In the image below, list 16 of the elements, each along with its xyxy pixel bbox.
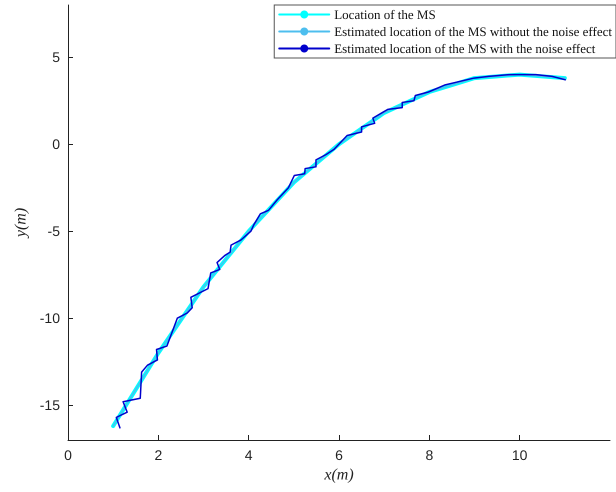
x-tick-label: 4 <box>244 447 253 463</box>
x-tick-label: 10 <box>512 447 528 463</box>
x-axis-title: x(m) <box>323 466 354 484</box>
y-tick-label: 5 <box>52 49 60 66</box>
legend-label: Estimated location of the MS with the noise effect <box>334 41 596 56</box>
legend-label: Location of the MS <box>334 7 436 22</box>
y-tick-label: 0 <box>52 136 60 152</box>
y-tick-label: -5 <box>48 223 60 240</box>
y-tick-label: -15 <box>40 397 60 414</box>
x-tick-label: 8 <box>425 447 434 463</box>
y-tick-label: -10 <box>40 310 60 326</box>
legend-label: Estimated location of the MS without the noise effect <box>334 24 612 39</box>
x-tick-label: 6 <box>335 447 344 463</box>
x-tick-label: 0 <box>64 447 72 463</box>
x-tick-label: 2 <box>154 447 162 463</box>
y-axis-title: y(m) <box>12 208 30 240</box>
